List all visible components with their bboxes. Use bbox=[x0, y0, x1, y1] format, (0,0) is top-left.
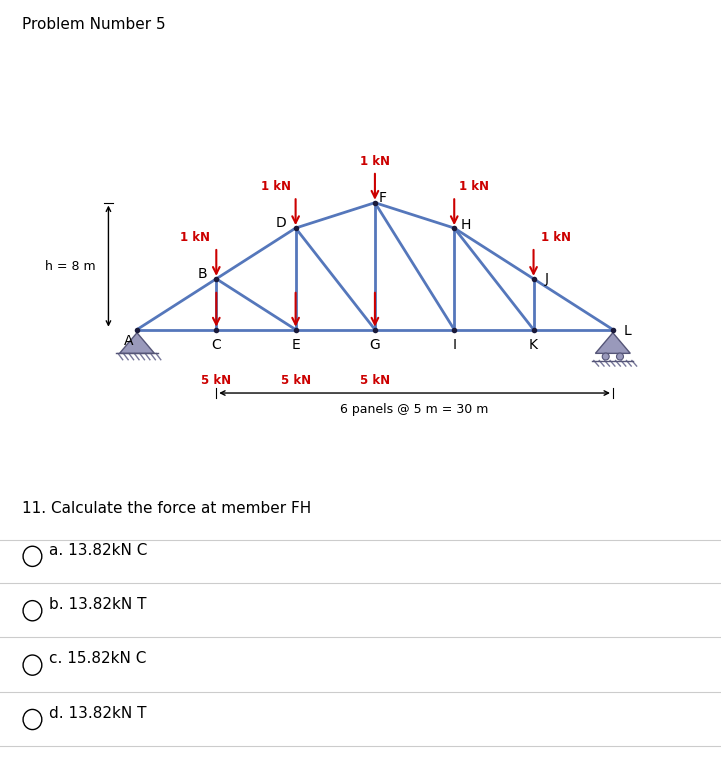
Text: b. 13.82kN T: b. 13.82kN T bbox=[49, 597, 146, 612]
Text: G: G bbox=[370, 339, 380, 353]
Circle shape bbox=[616, 353, 624, 360]
Text: a. 13.82kN C: a. 13.82kN C bbox=[49, 542, 147, 558]
Text: 11. Calculate the force at member FH: 11. Calculate the force at member FH bbox=[22, 501, 311, 516]
Circle shape bbox=[602, 353, 609, 360]
Text: 1 kN: 1 kN bbox=[261, 180, 291, 193]
Text: D: D bbox=[276, 216, 287, 230]
Text: 1 kN: 1 kN bbox=[360, 155, 390, 168]
Text: c. 15.82kN C: c. 15.82kN C bbox=[49, 651, 146, 667]
Text: h = 8 m: h = 8 m bbox=[45, 260, 96, 273]
Text: 6 panels @ 5 m = 30 m: 6 panels @ 5 m = 30 m bbox=[340, 402, 489, 416]
Text: E: E bbox=[291, 339, 300, 353]
Text: Problem Number 5: Problem Number 5 bbox=[22, 17, 165, 32]
Text: J: J bbox=[544, 272, 548, 286]
Text: K: K bbox=[529, 339, 538, 353]
Text: A: A bbox=[124, 333, 134, 347]
Text: 1 kN: 1 kN bbox=[459, 180, 489, 193]
Text: H: H bbox=[460, 218, 471, 232]
Text: L: L bbox=[623, 324, 631, 338]
Text: 5 kN: 5 kN bbox=[280, 374, 311, 387]
Text: 5 kN: 5 kN bbox=[360, 374, 390, 387]
Text: F: F bbox=[379, 191, 387, 205]
Text: I: I bbox=[452, 339, 456, 353]
Text: 5 kN: 5 kN bbox=[201, 374, 231, 387]
Polygon shape bbox=[120, 333, 154, 354]
Text: 1 kN: 1 kN bbox=[180, 231, 210, 244]
Text: B: B bbox=[198, 267, 207, 281]
Text: 1 kN: 1 kN bbox=[541, 231, 572, 244]
Text: C: C bbox=[211, 339, 221, 353]
Text: d. 13.82kN T: d. 13.82kN T bbox=[49, 706, 146, 721]
Polygon shape bbox=[596, 333, 630, 354]
